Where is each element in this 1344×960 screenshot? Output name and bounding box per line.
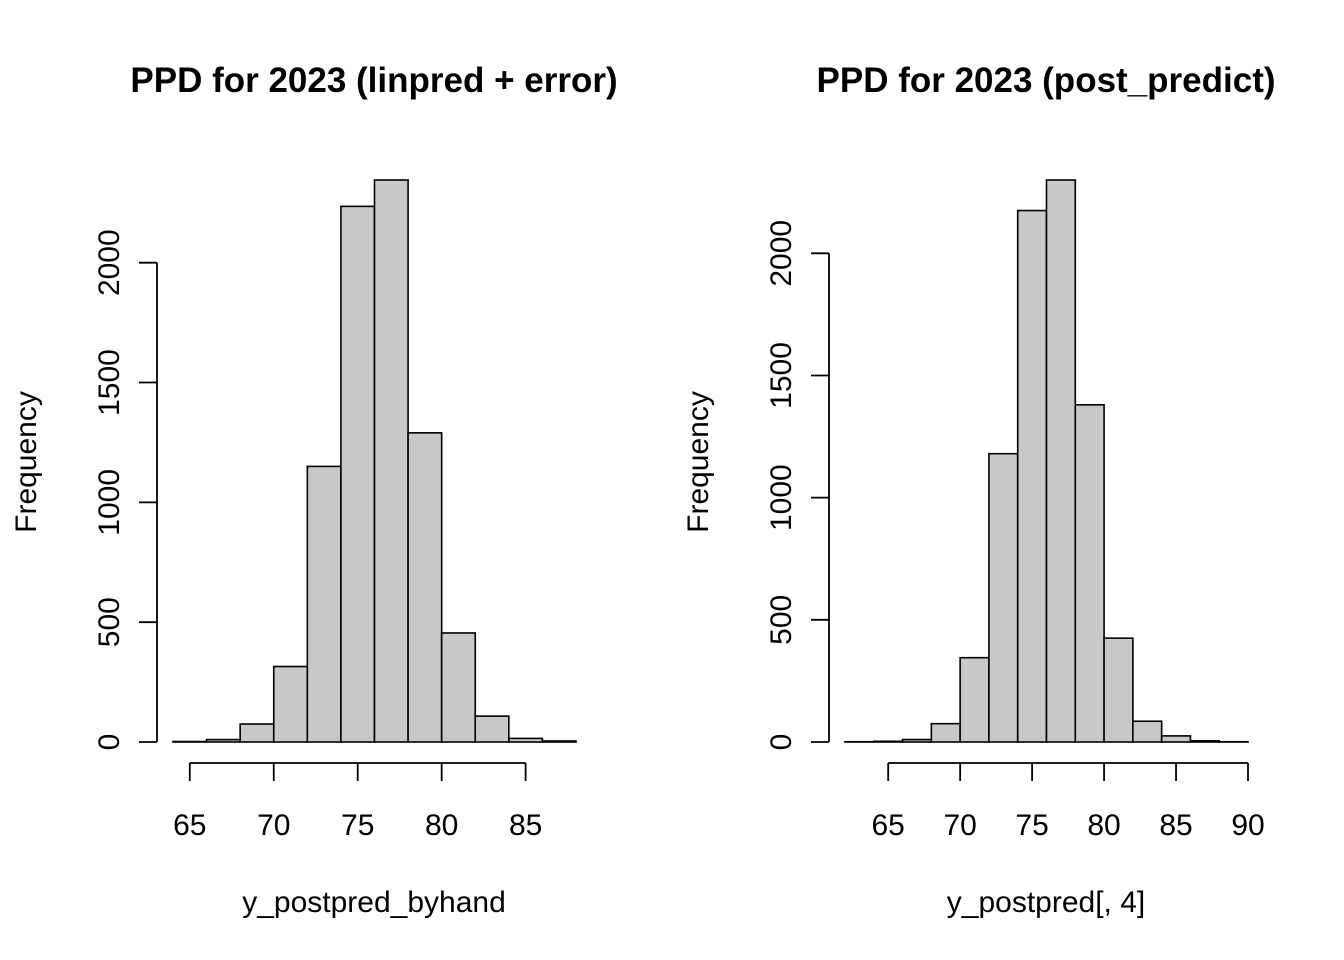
- x-tick-label: 65: [173, 809, 206, 842]
- histogram-bar: [1189, 739, 1221, 743]
- histogram-bar: [306, 465, 342, 743]
- x-axis: 65 70 75 80 85 90: [871, 762, 1265, 842]
- histogram-bar: [239, 723, 275, 743]
- x-axis-label: y_postpred[, 4]: [947, 886, 1145, 919]
- x-tick-label: 85: [509, 809, 542, 842]
- x-tick-label: 65: [871, 809, 904, 842]
- bars: [844, 179, 1249, 743]
- x-tick-label: 85: [1159, 809, 1192, 842]
- histogram-bar: [1160, 735, 1192, 743]
- histogram-bar: [872, 740, 904, 743]
- histogram-bar: [1132, 720, 1163, 743]
- histogram-bar: [541, 740, 577, 743]
- histogram-bar: [205, 738, 241, 743]
- histogram-bar: [1103, 637, 1134, 743]
- y-tick-label: 1500: [765, 342, 798, 409]
- chart-title: PPD for 2023 (post_predict): [817, 61, 1276, 100]
- y-axis-label: Frequency: [682, 391, 715, 533]
- histogram-bar: [440, 632, 477, 743]
- chart-title: PPD for 2023 (linpred + error): [130, 61, 617, 100]
- y-tick-label: 500: [93, 597, 126, 647]
- x-tick-label: 75: [1015, 809, 1048, 842]
- x-tick-label: 70: [943, 809, 976, 842]
- histogram-bar: [959, 656, 990, 743]
- histogram-bar: [474, 715, 510, 743]
- y-tick-label: 500: [765, 595, 798, 645]
- y-tick-label: 2000: [93, 229, 126, 296]
- x-tick-label: 80: [425, 809, 458, 842]
- histogram-bar: [272, 665, 309, 743]
- y-tick-label: 0: [765, 734, 798, 751]
- x-tick-label: 70: [257, 809, 290, 842]
- y-tick-label: 0: [93, 734, 126, 751]
- x-tick-label: 90: [1231, 809, 1264, 842]
- y-axis: 0 500 1000 1500 2000: [93, 229, 158, 751]
- histogram-panel-left: PPD for 2023 (linpred + error) y_postpre…: [10, 61, 618, 919]
- y-tick-label: 1000: [765, 464, 798, 531]
- x-axis: 65 70 75 80 85: [173, 762, 542, 842]
- bars: [172, 179, 577, 743]
- histogram-bar: [508, 737, 544, 743]
- histogram-bar: [373, 179, 409, 743]
- y-axis: 0 500 1000 1500 2000: [765, 220, 830, 751]
- histogram-bar: [1074, 403, 1105, 743]
- x-tick-label: 80: [1087, 809, 1120, 842]
- x-axis-label: y_postpred_byhand: [242, 886, 506, 919]
- histogram-bar: [901, 738, 933, 743]
- histogram-bar: [930, 722, 961, 743]
- histogram-bar: [407, 432, 443, 743]
- y-tick-label: 2000: [765, 220, 798, 287]
- y-tick-label: 1000: [93, 469, 126, 536]
- histogram-bar: [988, 452, 1019, 743]
- histogram-bar: [340, 205, 376, 743]
- histogram-bar: [1016, 209, 1048, 743]
- y-axis-label: Frequency: [10, 391, 43, 533]
- y-tick-label: 1500: [93, 349, 126, 416]
- x-tick-label: 75: [341, 809, 374, 842]
- histogram-bar: [1045, 179, 1077, 743]
- histogram-panel-right: PPD for 2023 (post_predict) y_postpred[,…: [682, 61, 1276, 919]
